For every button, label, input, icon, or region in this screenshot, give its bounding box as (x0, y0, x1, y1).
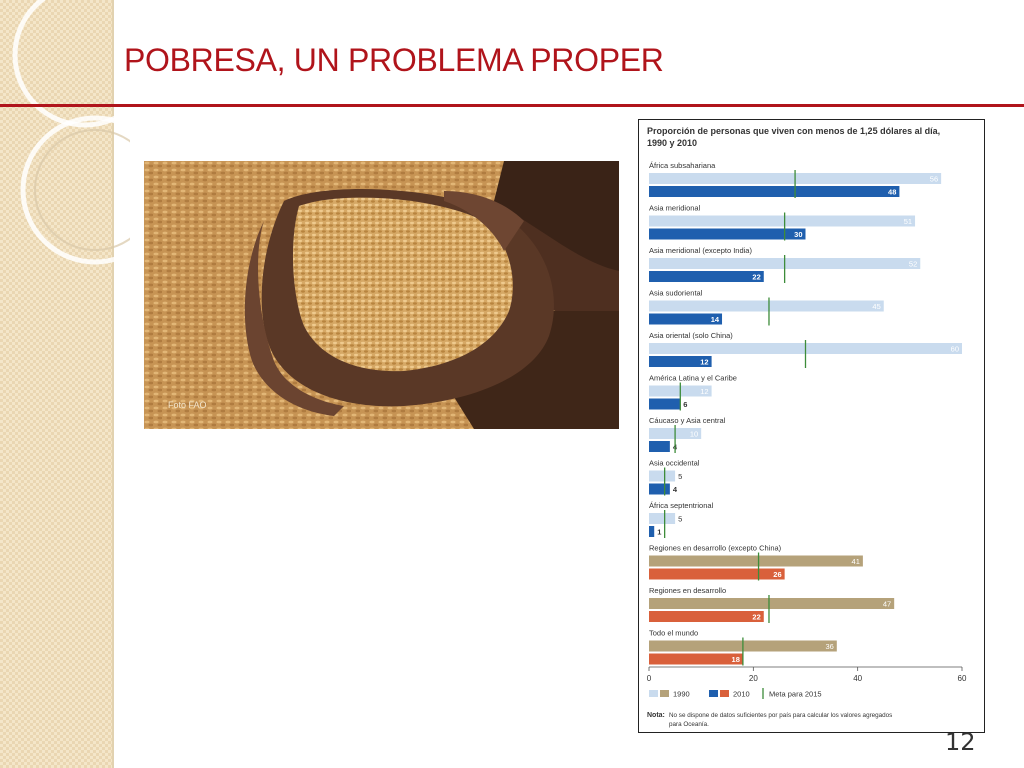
bar-1990 (649, 513, 676, 524)
category-label: África septentrional (649, 501, 714, 510)
value-label-2010: 22 (752, 613, 760, 622)
value-label-1990: 12 (700, 387, 708, 396)
value-label-2010: 14 (711, 315, 720, 324)
value-label-1990: 47 (883, 600, 891, 609)
legend-swatch-2010-orange (720, 690, 729, 697)
value-label-2010: 12 (700, 358, 708, 367)
category-label: Todo el mundo (649, 629, 698, 638)
value-label-1990: 41 (852, 557, 860, 566)
bar-2010 (649, 271, 764, 282)
bar-1990 (649, 555, 863, 567)
legend-label-goal: Meta para 2015 (769, 690, 822, 699)
bar-2010 (649, 313, 723, 325)
bar-2010 (649, 228, 806, 240)
legend-label-2010: 2010 (733, 690, 750, 699)
page-number: 12 (945, 728, 976, 756)
value-label-2010: 18 (732, 655, 740, 664)
value-label-1990: 60 (951, 345, 959, 354)
bar-2010 (649, 398, 681, 410)
category-label: África subsahariana (649, 161, 716, 170)
value-label-2010: 1 (657, 528, 661, 537)
bar-2010 (649, 483, 670, 495)
value-label-2010: 4 (673, 485, 678, 494)
legend-swatch-1990-blue (649, 690, 658, 697)
photo-credit: Foto FAO (168, 400, 207, 410)
value-label-1990: 36 (825, 642, 833, 651)
bar-2010 (649, 526, 655, 537)
category-label: Cáucaso y Asia central (649, 416, 726, 425)
category-label: Regiones en desarrollo (excepto China) (649, 544, 782, 553)
bar-2010 (649, 186, 900, 197)
strip-edge (112, 0, 114, 768)
value-label-1990: 5 (678, 472, 682, 481)
value-label-2010: 6 (683, 400, 687, 409)
value-label-1990: 45 (872, 302, 880, 311)
value-label-2010: 48 (888, 188, 896, 197)
category-label: Asia oriental (solo China) (649, 331, 733, 340)
chart-title-line-2: 1990 y 2010 (647, 138, 697, 148)
x-tick-label: 40 (853, 674, 862, 683)
bar-1990 (649, 300, 884, 312)
legend-swatch-1990-tan (660, 690, 669, 697)
decorative-circles (12, 0, 130, 265)
bar-1990 (649, 215, 916, 227)
note-label: Nota: (647, 712, 665, 719)
category-label: América Latina y el Caribe (649, 374, 737, 383)
bar-2010 (649, 441, 670, 452)
bar-1990 (649, 470, 676, 482)
value-label-1990: 10 (690, 430, 698, 439)
value-label-1990: 5 (678, 515, 682, 524)
bar-1990 (649, 598, 895, 609)
poverty-chart-panel: Proporción de personas que viven con men… (638, 119, 985, 733)
grain-hands-photo: Foto FAO (144, 161, 619, 429)
x-tick-label: 20 (749, 674, 758, 683)
title-rule (0, 104, 1024, 107)
bar-2010 (649, 356, 712, 367)
category-label: Asia meridional (excepto India) (649, 246, 752, 255)
slide-title: POBRESA, UN PROBLEMA PROPER (124, 42, 664, 78)
legend-label-1990: 1990 (673, 690, 690, 699)
bar-2010 (649, 611, 764, 622)
value-label-1990: 51 (904, 217, 912, 226)
category-label: Asia sudoriental (649, 289, 703, 298)
poverty-chart: Proporción de personas que viven con men… (647, 126, 967, 728)
value-label-2010: 26 (773, 570, 781, 579)
bar-2010 (649, 653, 743, 665)
value-label-2010: 22 (752, 273, 760, 282)
note-text-line-2: para Oceanía. (669, 721, 709, 728)
legend-swatch-2010-blue (709, 690, 718, 697)
chart-title-line-1: Proporción de personas que viven con men… (647, 126, 940, 136)
category-label: Asia meridional (649, 204, 701, 213)
x-tick-label: 60 (958, 674, 967, 683)
value-label-2010: 30 (794, 230, 802, 239)
category-label: Asia occidental (649, 459, 700, 468)
note-text-line-1: No se dispone de datos suficientes por p… (669, 712, 892, 719)
value-label-1990: 52 (909, 260, 917, 269)
x-tick-label: 0 (647, 674, 652, 683)
category-label: Regiones en desarrollo (649, 586, 726, 595)
bar-2010 (649, 568, 785, 580)
value-label-1990: 56 (930, 175, 938, 184)
